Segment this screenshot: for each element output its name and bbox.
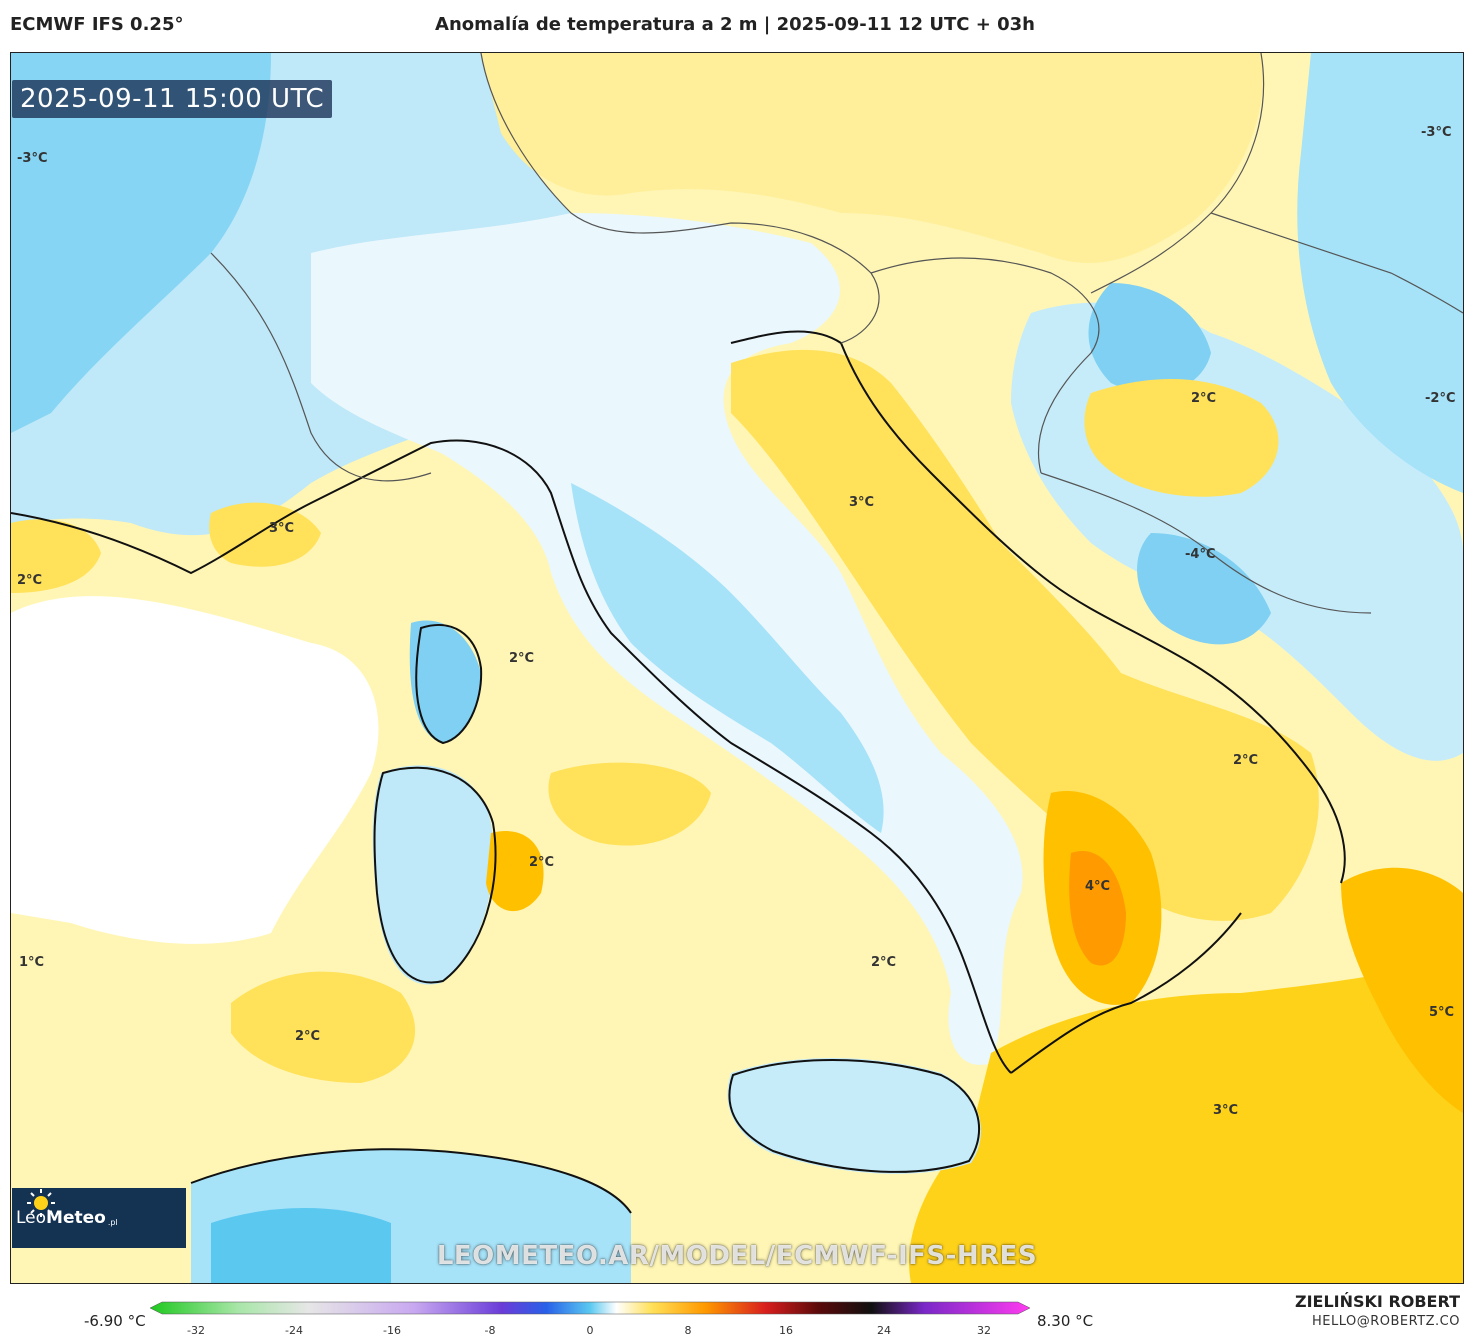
anomaly-label: 2°C xyxy=(509,651,535,666)
colorbar-tick: 0 xyxy=(586,1324,594,1337)
url-watermark: LEOMETEO.AR/MODEL/ECMWF-IFS-HRES xyxy=(436,1241,1038,1271)
colorbar-tick: 16 xyxy=(779,1324,793,1337)
anomaly-label: -4°C xyxy=(1185,547,1216,562)
anomaly-label: 3°C xyxy=(849,495,875,510)
colorbar-tick: 24 xyxy=(877,1324,891,1337)
coastlines xyxy=(11,330,1346,1214)
author-name: ZIELIŃSKI ROBERT xyxy=(1294,1292,1460,1311)
warm-central-europe xyxy=(481,53,1263,263)
cool-sicily xyxy=(727,1058,981,1174)
cool-apennines xyxy=(571,483,884,833)
anomaly-label: 2°C xyxy=(871,955,897,970)
warm-greece xyxy=(1341,867,1463,1113)
anomaly-label: 1°C xyxy=(19,955,45,970)
cool-sardinia xyxy=(372,765,494,985)
anomaly-label: 3°C xyxy=(1213,1103,1239,1118)
anomaly-label: 4°C xyxy=(1085,879,1111,894)
colorbar-tick: -16 xyxy=(383,1324,401,1337)
cool-balkans-core xyxy=(1088,283,1211,393)
cool-north-africa-core xyxy=(211,1208,391,1283)
brand-name: LeoMeteo xyxy=(16,1208,106,1228)
author-email[interactable]: HELLO@ROBERTZ.CO xyxy=(1311,1314,1460,1329)
anomaly-label: 2°C xyxy=(17,573,43,588)
colorbar-tick: -32 xyxy=(187,1324,205,1337)
cool-land-northwest-core xyxy=(11,53,271,433)
warm-liguria-patch xyxy=(209,502,321,567)
anomaly-label: 2°C xyxy=(295,1029,321,1044)
warm-ionian-south xyxy=(909,953,1463,1283)
colorbar xyxy=(150,1301,1030,1315)
anomaly-label: -3°C xyxy=(17,151,48,166)
anomaly-label: 2°C xyxy=(1191,391,1217,406)
sun-icon xyxy=(27,1189,55,1217)
colorbar-max-label: 8.30 °C xyxy=(1037,1312,1094,1330)
warm-sardinia-east xyxy=(486,831,544,912)
cool-bosnia-core xyxy=(1137,533,1271,645)
warm-adriatic xyxy=(731,349,1319,921)
warm-hungary xyxy=(1084,379,1279,497)
anomaly-label: -3°C xyxy=(1421,125,1452,140)
anomaly-label: 2°C xyxy=(1233,753,1259,768)
colorbar-tick: 8 xyxy=(684,1324,692,1337)
valid-time-badge: 2025-09-11 15:00 UTC xyxy=(12,80,333,118)
warm-gulf-lion-patch xyxy=(11,519,101,593)
brand-suffix: .pl xyxy=(107,1217,118,1227)
colorbar-tick: -8 xyxy=(484,1324,496,1337)
brand-logo[interactable]: LeoMeteo .pl xyxy=(12,1188,186,1248)
cool-corsica xyxy=(409,620,481,743)
warm-algeria-patch xyxy=(231,971,416,1083)
chart-title: Anomalía de temperatura a 2 m | 2025-09-… xyxy=(435,14,1035,35)
anomaly-label: 3°C xyxy=(269,521,295,536)
hot-south-italy-core xyxy=(1069,851,1126,966)
model-name: ECMWF IFS 0.25° xyxy=(10,14,184,35)
colorbar-tick: -24 xyxy=(285,1324,303,1337)
borders xyxy=(210,53,1463,614)
warm-tyrrhenian-patch xyxy=(548,762,711,846)
anomaly-label: -2°C xyxy=(1425,391,1456,406)
neutral-zone-west xyxy=(11,596,379,944)
colorbar-min-label: -6.90 °C xyxy=(84,1312,146,1330)
anomaly-label: 5°C xyxy=(1429,1005,1455,1020)
colorbar-tick: 32 xyxy=(977,1324,991,1337)
map-field xyxy=(11,53,1463,1283)
anomaly-label: 2°C xyxy=(529,855,555,870)
cool-east-edge xyxy=(1297,53,1463,493)
anomaly-map[interactable]: 2025-09-11 15:00 UTC -3°C -3°C 3°C 2°C 3… xyxy=(10,52,1464,1284)
